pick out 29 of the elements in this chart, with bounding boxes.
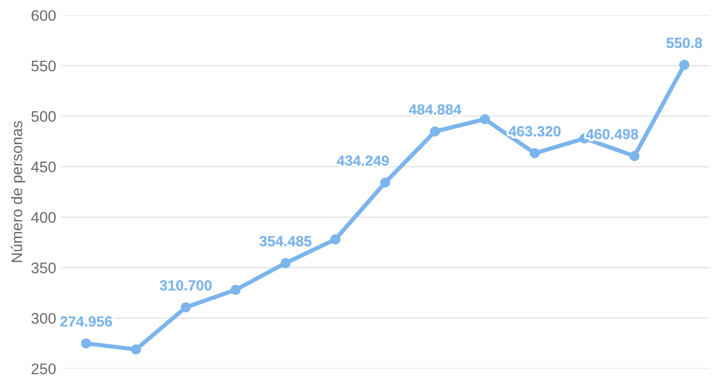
data-label: 460.498 [586, 128, 638, 140]
y-axis-title: Número de personas [10, 121, 26, 262]
point [280, 258, 291, 268]
y-tick-label: 400 [31, 212, 56, 223]
point [230, 284, 241, 295]
point [330, 234, 340, 244]
data-label: 463.320 [508, 126, 560, 136]
point [380, 177, 390, 188]
point [430, 126, 440, 137]
point [480, 114, 490, 124]
y-tick-label: 600 [32, 10, 56, 21]
y-tick-label: 450 [31, 162, 56, 172]
point [130, 344, 142, 354]
y-tick-label: 350 [31, 262, 56, 274]
y-tick-label: 300 [31, 312, 56, 324]
data-label: 484.884 [408, 104, 462, 115]
point [180, 302, 191, 312]
data-label: 310.700 [160, 280, 212, 291]
y-tick-label: 500 [31, 111, 56, 122]
data-label: 550.8 [666, 38, 702, 48]
data-label: 434.249 [336, 155, 389, 166]
point [530, 148, 540, 158]
y-tick-label: 250 [32, 363, 56, 374]
y-tick-label: 550 [31, 60, 56, 72]
data-label: 354.485 [259, 236, 312, 246]
point [679, 60, 690, 70]
point [81, 338, 92, 348]
point [629, 150, 640, 162]
data-label: 274.956 [60, 316, 112, 327]
